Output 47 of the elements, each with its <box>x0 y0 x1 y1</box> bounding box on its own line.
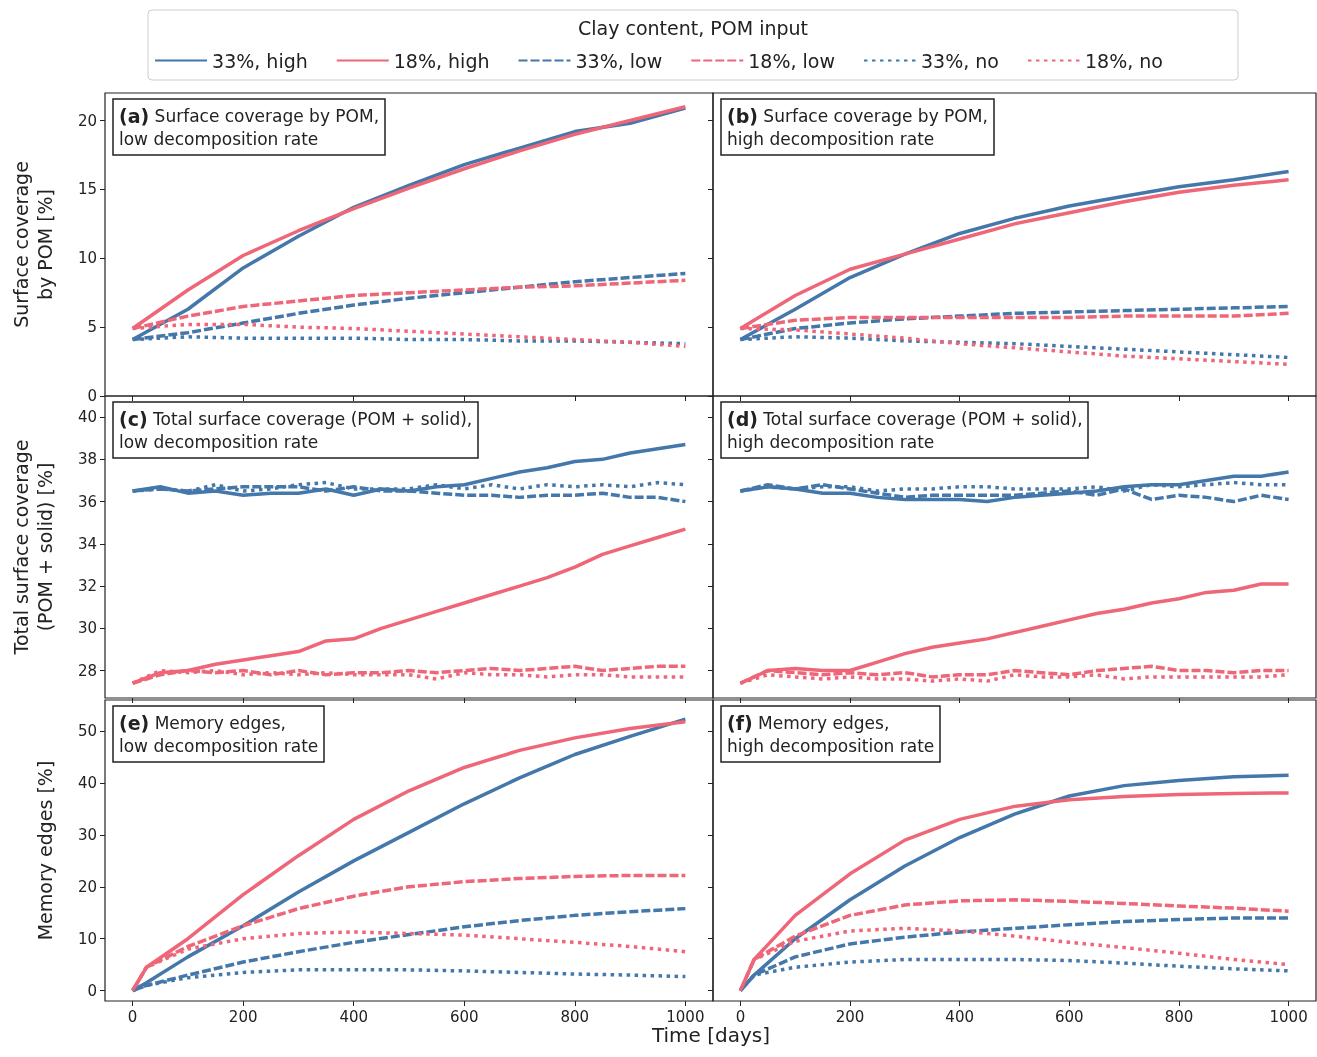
y-tick-label: 40 <box>77 774 97 793</box>
legend-title: Clay content, POM input <box>577 17 809 39</box>
legend-label: 18%, high <box>393 49 490 72</box>
y-axis-title: Surface coverage by POM [%] <box>10 161 56 328</box>
x-tick-label: 0 <box>127 1007 138 1026</box>
legend-label: 18%, no <box>1084 49 1163 72</box>
y-tick-label: 30 <box>77 619 97 638</box>
text: (a) Surface coverage by POM, low decomposition rate <box>119 104 380 149</box>
x-axis-title: Time [days] <box>650 1023 771 1047</box>
legend-label: 33%, high <box>212 49 308 72</box>
y-tick-label: 15 <box>77 180 97 199</box>
x-tick-label: 600 <box>1055 1007 1084 1026</box>
text: (b) Surface coverage by POM, high decomposition rate <box>727 104 988 149</box>
x-tick-label: 1000 <box>666 1007 705 1026</box>
y-tick-label: 40 <box>77 408 97 427</box>
y-tick-label: 30 <box>77 825 97 844</box>
x-tick-label: 200 <box>228 1007 258 1026</box>
y-tick-label: 10 <box>77 249 97 268</box>
text: (c) Total surface coverage (POM + solid), low decomposition rate <box>119 407 473 452</box>
y-tick-label: 20 <box>77 877 97 896</box>
legend-label: 33%, no <box>921 49 999 72</box>
y-axis-title: Total surface coverage (POM + solid) [%] <box>10 439 56 656</box>
x-tick-label: 800 <box>1164 1007 1194 1026</box>
x-tick-label: 400 <box>945 1007 974 1026</box>
y-tick-label: 36 <box>77 492 97 511</box>
y-tick-label: 20 <box>77 111 97 130</box>
x-tick-label: 600 <box>449 1007 479 1026</box>
y-tick-label: 34 <box>77 534 97 553</box>
y-tick-label: 32 <box>77 577 97 596</box>
text: (e) Memory edges, low decomposition rate <box>119 711 319 756</box>
x-tick-label: 800 <box>560 1007 590 1026</box>
y-tick-label: 0 <box>87 981 97 1000</box>
x-tick-label: 0 <box>735 1007 746 1026</box>
y-tick-label: 28 <box>77 661 97 680</box>
text: (f) Memory edges, high decomposition rate <box>727 711 935 756</box>
y-tick-label: 10 <box>77 929 97 948</box>
legend-label: 18%, low <box>748 49 836 72</box>
text: (d) Total surface coverage (POM + solid), high decomposition rate <box>727 407 1083 452</box>
y-tick-label: 0 <box>87 387 97 405</box>
x-tick-label: 200 <box>835 1007 865 1026</box>
x-tick-label: 1000 <box>1269 1007 1308 1026</box>
legend-label: 33%, low <box>575 49 663 72</box>
y-axis-title: Memory edges [%] <box>34 760 56 941</box>
y-tick-label: 38 <box>77 450 97 469</box>
x-tick-label: 400 <box>339 1007 369 1026</box>
y-tick-label: 50 <box>77 722 97 741</box>
y-tick-label: 5 <box>87 318 97 337</box>
